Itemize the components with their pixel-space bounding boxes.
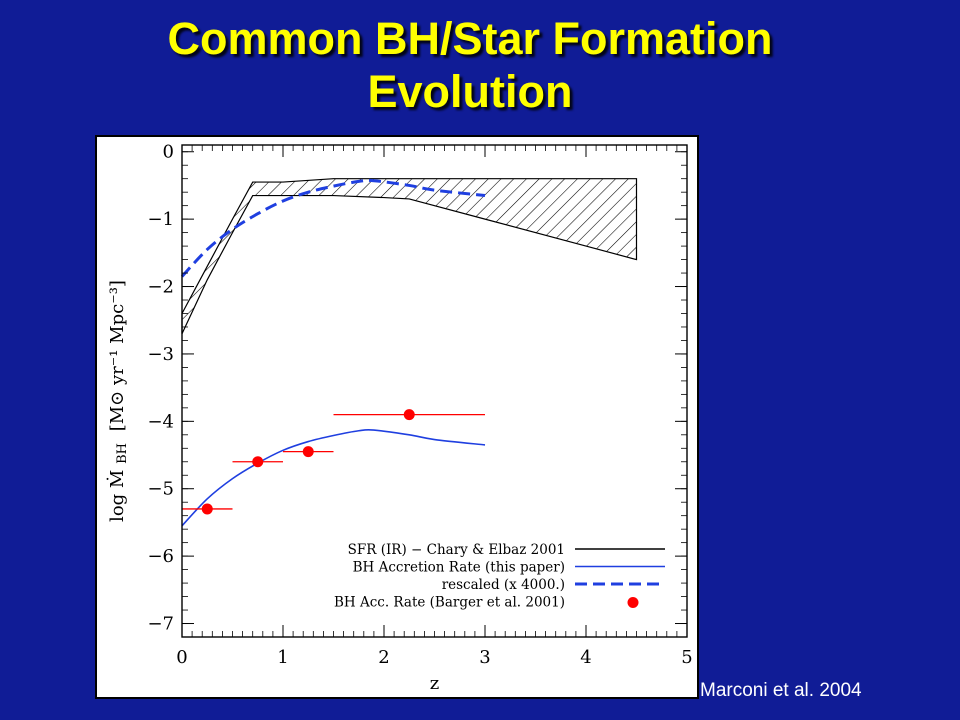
slide-title: Common BH/Star Formation Evolution	[60, 12, 880, 118]
barger-point-0	[201, 503, 213, 515]
y-tick-label-2: −2	[147, 277, 174, 298]
citation-credit: Marconi et al. 2004	[700, 680, 862, 701]
y-axis-label-sub: BH	[115, 443, 130, 464]
x-tick-label-2: 2	[378, 647, 389, 668]
x-tick-label-0: 0	[176, 647, 187, 668]
y-axis-label-main: log Ṁ	[105, 470, 128, 522]
barger-point-1	[252, 456, 264, 468]
sfr-band-layer	[181, 178, 638, 334]
sfr-hatched-band	[181, 178, 638, 334]
title-line-2: Evolution	[367, 66, 573, 118]
rescaled-curve	[180, 178, 486, 278]
y-tick-label-4: −4	[147, 411, 174, 432]
y-axis-label: log Ṁ BH [M⊙ yr⁻¹ Mpc⁻³]	[105, 280, 131, 522]
legend-label-1: BH Accretion Rate (this paper)	[353, 560, 565, 576]
barger-point-3	[403, 409, 415, 421]
legend: SFR (IR) − Chary & Elbaz 2001 BH Accretio…	[334, 542, 665, 611]
x-tick-label-5: 5	[681, 647, 692, 668]
y-tick-label-6: −6	[147, 546, 174, 567]
y-tick-label-0: 0	[163, 142, 174, 163]
x-axis-label: z	[430, 673, 439, 694]
y-axis-label-units: [M⊙ yr⁻¹ Mpc⁻³]	[107, 280, 128, 431]
legend-label-2: rescaled (x 4000.)	[442, 577, 565, 593]
legend-swatch-barger	[627, 597, 639, 608]
barger-point-2	[302, 446, 314, 458]
curves-layer	[180, 178, 486, 527]
ticks-layer: 0 1 2 3 4 5 0 −1 −2 −3 −4 −5 −6 −7	[147, 142, 692, 668]
title-line-1: Common BH/Star Formation	[167, 13, 773, 64]
y-tick-label-7: −7	[147, 614, 174, 635]
chart-svg: 0 1 2 3 4 5 0 −1 −2 −3 −4 −5 −6 −7 SFR (IR) − Chary &…	[105, 142, 693, 694]
y-tick-label-3: −3	[147, 344, 174, 365]
bh-accretion-curve	[181, 428, 486, 527]
legend-label-3: BH Acc. Rate (Barger et al. 2001)	[334, 595, 565, 611]
plot-panel: 0 1 2 3 4 5 0 −1 −2 −3 −4 −5 −6 −7 SFR (IR) − Chary &…	[95, 135, 699, 699]
svg-text:log Ṁ BH [M⊙ y: log Ṁ BH [M⊙ yr⁻¹ Mpc⁻³]	[105, 280, 131, 522]
x-tick-label-3: 3	[479, 647, 490, 668]
points-layer	[182, 409, 485, 515]
y-tick-label-5: −5	[147, 479, 174, 500]
x-tick-label-1: 1	[277, 647, 288, 668]
y-tick-label-1: −1	[147, 209, 174, 230]
legend-label-0: SFR (IR) − Chary & Elbaz 2001	[348, 542, 565, 558]
x-tick-label-4: 4	[580, 647, 591, 668]
